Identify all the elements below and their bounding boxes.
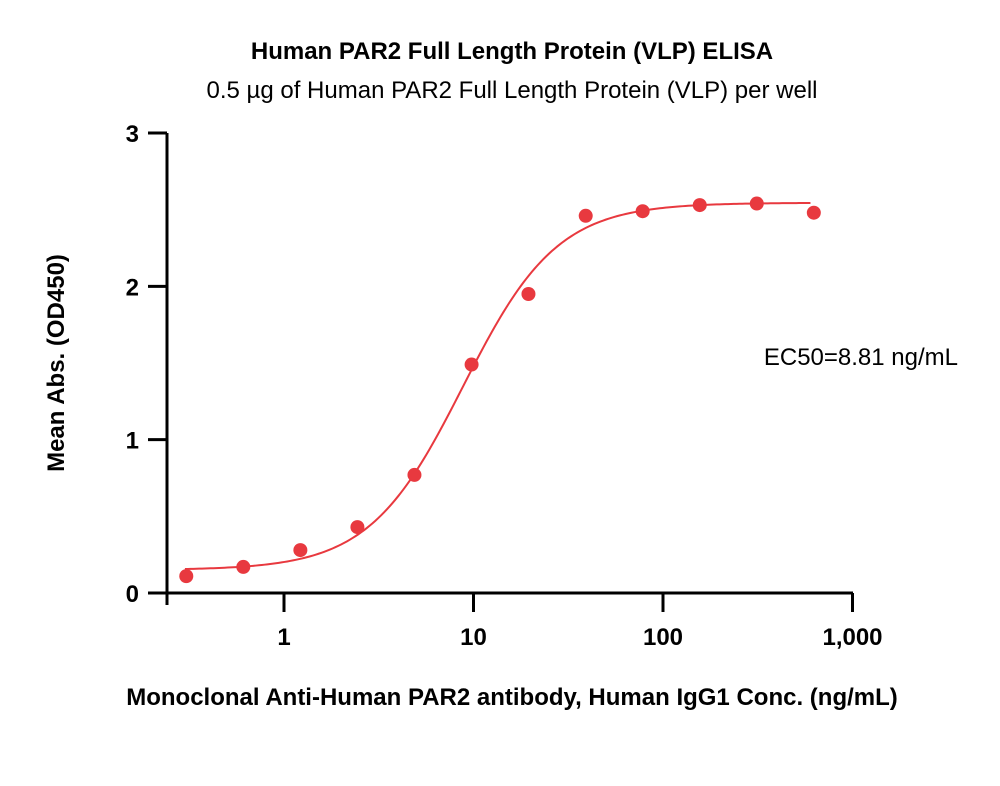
data-point — [293, 543, 308, 558]
x-tick-label: 1 — [277, 624, 290, 651]
y-axis-ticks: 0 1 2 3 — [126, 121, 167, 608]
data-point — [179, 569, 194, 584]
x-tick-label: 1,000 — [822, 624, 882, 651]
data-point — [407, 467, 422, 482]
x-axis-label: Monoclonal Anti-Human PAR2 antibody, Hum… — [126, 684, 898, 711]
data-point — [350, 520, 365, 535]
y-tick-label: 1 — [126, 428, 139, 455]
data-point — [635, 204, 650, 219]
data-point — [749, 196, 764, 211]
data-point — [692, 198, 707, 213]
points-layer — [179, 196, 821, 584]
y-tick-label: 0 — [126, 581, 139, 608]
y-axis-label: Mean Abs. (OD450) — [43, 254, 70, 472]
data-point — [521, 287, 536, 301]
ec50-annotation: EC50=8.81 ng/mL — [764, 344, 958, 371]
x-tick-label: 10 — [460, 624, 487, 651]
data-point — [464, 357, 479, 372]
fit-curve — [184, 201, 811, 571]
chart-subtitle: 0.5 µg of Human PAR2 Full Length Protein… — [206, 77, 817, 104]
data-point — [578, 208, 593, 223]
y-tick-label: 2 — [126, 274, 139, 301]
data-point — [236, 559, 251, 574]
fit-layer — [184, 201, 811, 571]
data-point — [806, 205, 821, 220]
x-axis-ticks: 1 10 100 1,000 — [165, 593, 883, 651]
chart-title: Human PAR2 Full Length Protein (VLP) ELI… — [251, 38, 773, 65]
x-tick-label: 100 — [643, 624, 683, 651]
y-tick-label: 3 — [126, 121, 139, 148]
